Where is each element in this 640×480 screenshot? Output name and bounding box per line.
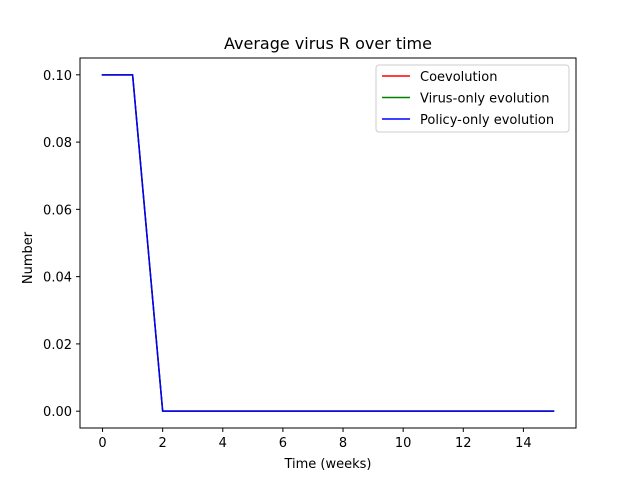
x-tick-label: 2 xyxy=(159,436,167,451)
legend-label: Policy-only evolution xyxy=(420,113,554,128)
x-tick-label: 4 xyxy=(219,436,227,451)
y-tick-label: 0.10 xyxy=(43,69,72,84)
legend-label: Virus-only evolution xyxy=(420,92,550,107)
legend-label: Coevolution xyxy=(420,70,497,85)
y-axis-label: Number xyxy=(21,231,36,284)
y-tick-label: 0.00 xyxy=(43,405,72,420)
x-tick-label: 10 xyxy=(395,436,412,451)
y-tick-label: 0.06 xyxy=(43,203,72,218)
x-tick-label: 0 xyxy=(98,436,106,451)
legend: Coevolution Virus-only evolution Policy-on… xyxy=(375,64,570,133)
x-axis-label: Time (weeks) xyxy=(283,457,371,472)
axes-layer: 0 2 4 6 8 10 12 14 0.00 0.02 0.04 0.06 0.08 0.10 xyxy=(43,57,577,451)
x-tick-label: 8 xyxy=(339,436,347,451)
chart-title: Average virus R over time xyxy=(224,34,432,53)
legend-box xyxy=(375,64,570,133)
plot-frame xyxy=(79,57,577,429)
x-tick-label: 12 xyxy=(455,436,472,451)
x-tick-label: 14 xyxy=(515,436,532,451)
series-line-2 xyxy=(101,74,555,412)
y-tick-label: 0.08 xyxy=(43,136,72,151)
y-tick-label: 0.02 xyxy=(43,338,72,353)
x-tick-label: 6 xyxy=(279,436,287,451)
y-tick-label: 0.04 xyxy=(43,271,72,286)
series-layer xyxy=(101,74,555,412)
